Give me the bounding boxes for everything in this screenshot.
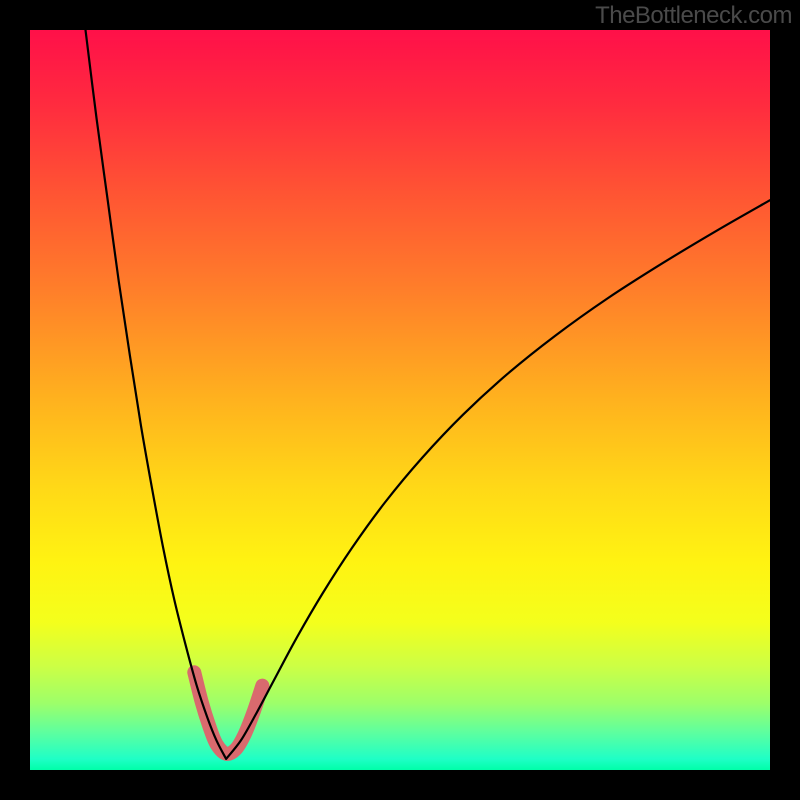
chart-svg <box>0 0 800 800</box>
plot-area <box>30 30 770 770</box>
chart-frame: TheBottleneck.com <box>0 0 800 800</box>
watermark-text: TheBottleneck.com <box>595 2 792 30</box>
